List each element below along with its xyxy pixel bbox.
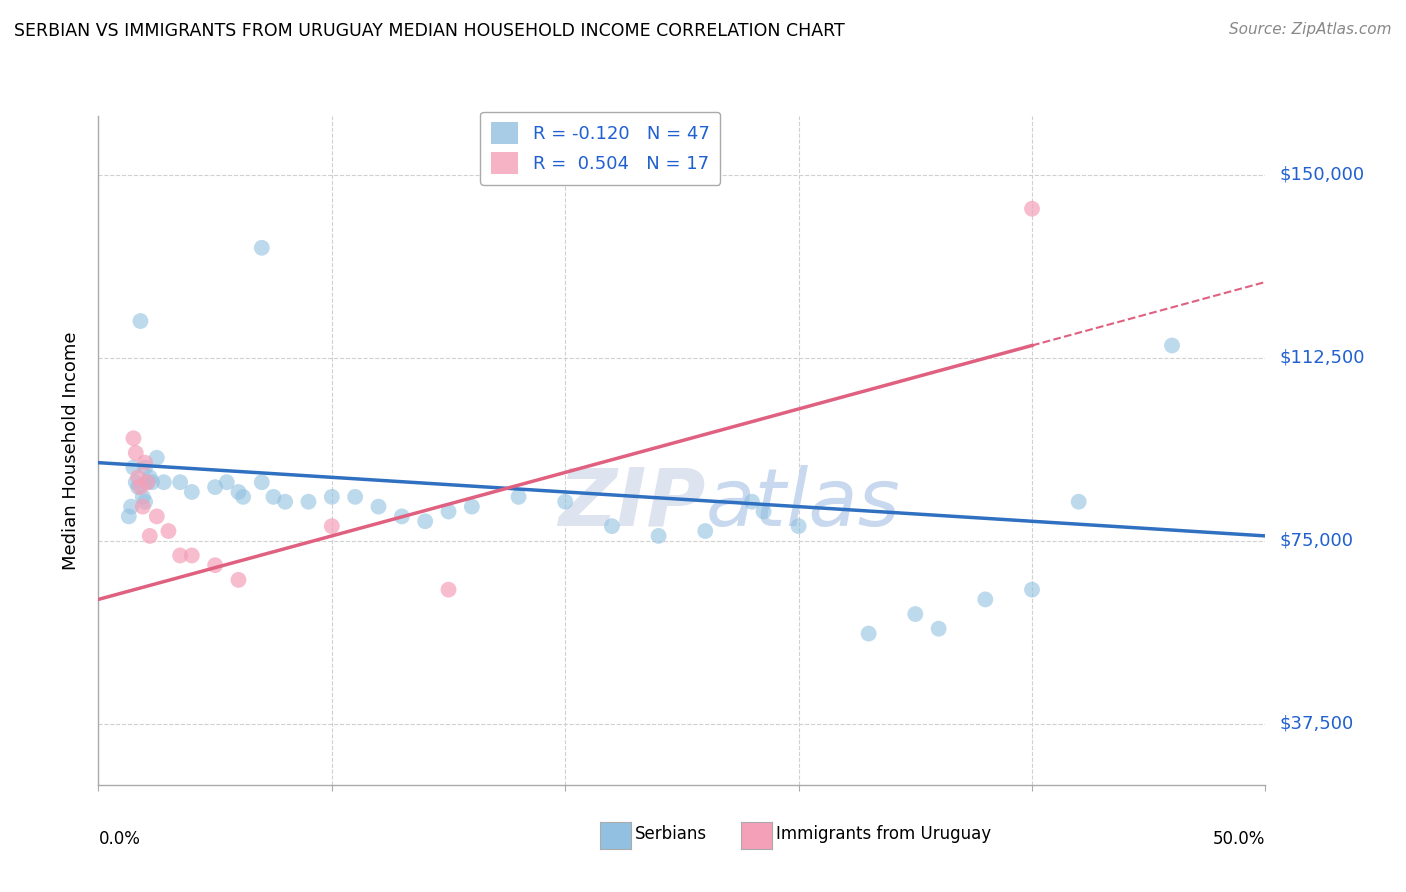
Text: $150,000: $150,000: [1279, 166, 1364, 184]
Point: [321, 519, 343, 533]
Point: [139, 529, 162, 543]
Point: [858, 626, 880, 640]
Point: [146, 509, 169, 524]
Point: [391, 509, 413, 524]
Text: $37,500: $37,500: [1279, 714, 1354, 733]
Point: [228, 573, 250, 587]
Point: [132, 490, 155, 504]
Point: [262, 490, 284, 504]
Text: Source: ZipAtlas.com: Source: ZipAtlas.com: [1229, 22, 1392, 37]
Point: [132, 500, 155, 514]
Point: [127, 470, 149, 484]
Point: [508, 490, 530, 504]
Point: [127, 480, 149, 494]
Text: Immigrants from Uruguay: Immigrants from Uruguay: [776, 825, 991, 843]
Point: [122, 460, 145, 475]
Point: [134, 494, 156, 508]
Point: [1161, 338, 1184, 352]
Text: atlas: atlas: [706, 465, 900, 543]
Text: ZIP: ZIP: [558, 465, 706, 543]
Point: [974, 592, 997, 607]
Point: [461, 500, 484, 514]
Point: [125, 446, 148, 460]
Point: [204, 558, 226, 573]
Point: [157, 524, 180, 538]
Point: [928, 622, 950, 636]
Text: Serbians: Serbians: [636, 825, 707, 843]
Point: [136, 475, 159, 490]
Point: [904, 607, 927, 621]
Point: [228, 485, 250, 500]
Point: [169, 549, 191, 563]
Point: [297, 494, 319, 508]
Point: [274, 494, 297, 508]
Point: [250, 475, 273, 490]
Text: 0.0%: 0.0%: [98, 830, 141, 847]
Point: [122, 431, 145, 445]
Text: $75,000: $75,000: [1279, 532, 1354, 549]
Point: [152, 475, 174, 490]
Point: [125, 475, 148, 490]
Point: [1021, 582, 1043, 597]
Point: [752, 504, 775, 518]
Point: [169, 475, 191, 490]
Point: [139, 470, 162, 484]
Text: 50.0%: 50.0%: [1213, 830, 1265, 847]
Point: [204, 480, 226, 494]
Point: [367, 500, 389, 514]
Text: $112,500: $112,500: [1279, 349, 1365, 367]
Point: [1021, 202, 1043, 216]
Point: [741, 494, 763, 508]
Point: [787, 519, 810, 533]
Point: [554, 494, 576, 508]
Point: [437, 582, 460, 597]
Point: [134, 460, 156, 475]
Point: [134, 456, 156, 470]
Point: [136, 475, 159, 490]
Point: [321, 490, 343, 504]
Legend: R = -0.120   N = 47, R =  0.504   N = 17: R = -0.120 N = 47, R = 0.504 N = 17: [481, 112, 720, 185]
Point: [232, 490, 254, 504]
Point: [437, 504, 460, 518]
Point: [129, 480, 152, 494]
Point: [215, 475, 238, 490]
Point: [141, 475, 163, 490]
Point: [146, 450, 169, 465]
Point: [118, 509, 141, 524]
Point: [180, 549, 202, 563]
Point: [129, 314, 152, 328]
Point: [1067, 494, 1090, 508]
Y-axis label: Median Household Income: Median Household Income: [62, 331, 80, 570]
Text: SERBIAN VS IMMIGRANTS FROM URUGUAY MEDIAN HOUSEHOLD INCOME CORRELATION CHART: SERBIAN VS IMMIGRANTS FROM URUGUAY MEDIA…: [14, 22, 845, 40]
Point: [344, 490, 367, 504]
Point: [180, 485, 202, 500]
Point: [647, 529, 669, 543]
Point: [695, 524, 717, 538]
Point: [600, 519, 623, 533]
Point: [250, 241, 273, 255]
Point: [120, 500, 142, 514]
Point: [413, 514, 436, 528]
